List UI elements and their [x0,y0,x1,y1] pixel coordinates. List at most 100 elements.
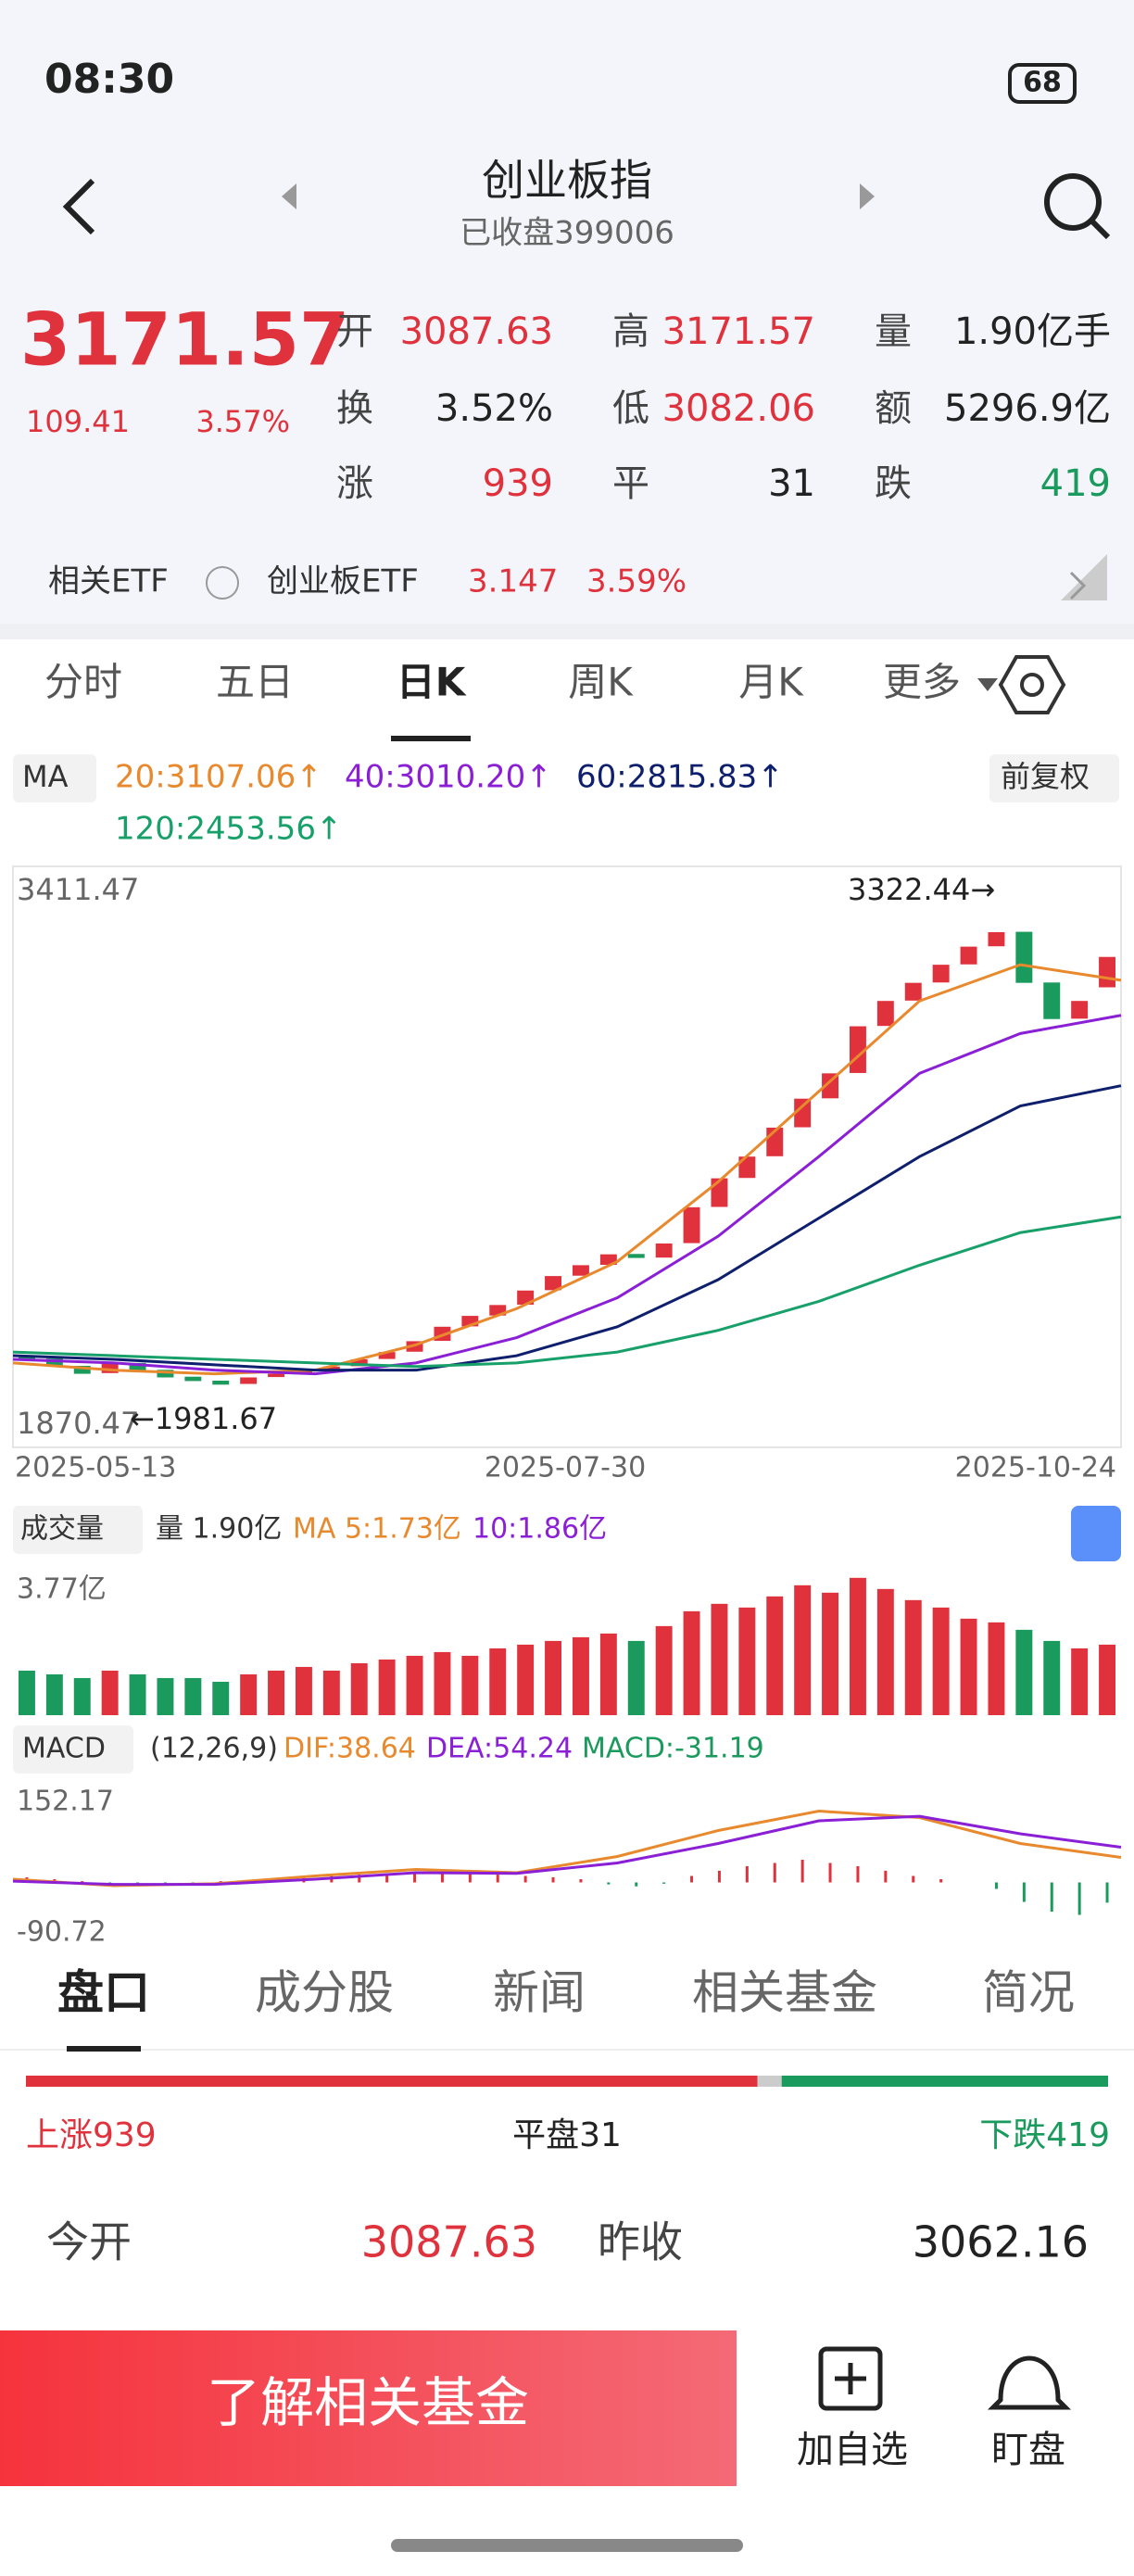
prev-index[interactable] [282,183,296,209]
next-index[interactable] [860,183,875,209]
date-label: 2025-10-24 [955,1452,1116,1484]
candle [988,931,1005,947]
candle [73,1365,91,1374]
candle [378,1352,396,1359]
bottom-tab[interactable]: 成分股 [255,1966,394,2020]
change: 109.41 [26,404,130,439]
candle [268,1373,285,1378]
adjust: 前复权 [1001,759,1090,794]
bottom-tab[interactable]: 相关基金 [692,1966,877,2020]
volume-bar [184,1677,202,1715]
time: 08:30 [44,56,174,103]
high-label: 3322.44→ [848,872,995,907]
settings[interactable] [998,655,1066,714]
candle [1015,931,1033,983]
volume-bar [45,1673,63,1715]
ma-line [12,1014,1122,1376]
candle [904,982,922,1001]
vol-select [13,1506,143,1554]
etf-pct: 3.59% [586,563,687,600]
candle [45,1358,63,1367]
candle [599,1254,617,1265]
volume-bar [18,1670,35,1715]
candle [822,1073,839,1099]
monitor-text[interactable]: 盯盘 [991,2429,1065,2471]
volume-bar [545,1640,562,1715]
cta-text[interactable]: 了解相关基金 [207,2371,529,2434]
stat-value: 31 [768,462,815,505]
vol-ma5: MA 5:1.73亿 [293,1513,461,1546]
stat-label: 跌 [875,462,912,505]
tab[interactable]: 周K [568,660,634,705]
watch-icon[interactable] [818,2346,883,2411]
volume-bar [101,1670,119,1715]
candle [738,1156,756,1179]
bottom-tab[interactable]: 盘口 [57,1966,150,2020]
volume-bar [988,1622,1005,1715]
volume-bar [129,1673,146,1715]
volume-bar [322,1670,340,1715]
chart-frame [12,865,1122,1448]
volume-bar [738,1607,756,1715]
volume-bar [822,1592,839,1715]
stat-label: 高 [612,310,649,353]
etf-name: 创业板ETF [267,563,419,600]
prev-value: 3062.16 [913,2217,1089,2267]
candle [322,1366,340,1370]
down-text: 下跌419 [979,2116,1110,2154]
adjust-select [989,754,1119,802]
ma-select [13,754,96,802]
candle [627,1254,645,1258]
tab[interactable]: 日K [397,660,467,705]
corner-mark [1061,554,1107,600]
search-button[interactable] [1044,173,1102,231]
subtitle: 已收盘399006 [460,215,674,252]
tab[interactable]: 月K [738,660,804,705]
etf-chevron[interactable] [1069,571,1087,600]
stat-value: 1.90亿手 [954,310,1111,353]
open-value: 3087.63 [361,2217,537,2267]
stat-label: 开 [336,310,373,353]
date-label: 2025-05-13 [15,1452,176,1484]
collapse-button[interactable] [1071,1506,1121,1561]
tab[interactable]: 五日 [216,660,294,705]
candle [545,1276,562,1291]
etf-label: 相关ETF [48,563,169,600]
tab[interactable]: 分时 [44,660,122,705]
cta-button[interactable] [0,2330,737,2486]
open-label: 今开 [46,2217,132,2267]
volume-bar [73,1677,91,1715]
back-button[interactable] [62,178,95,235]
vol-title: 成交量 [20,1513,104,1546]
volume-bar [876,1588,894,1715]
tab[interactable]: 更多 [883,660,961,705]
watch-text[interactable]: 加自选 [797,2429,908,2471]
candle [572,1265,589,1276]
monitor-icon[interactable] [987,2355,1072,2410]
change-pct: 3.57% [195,404,290,439]
candle [683,1206,700,1244]
vol-ma10: 10:1.86亿 [472,1513,607,1546]
candle [655,1243,673,1258]
divider [0,624,1134,639]
low-label: ←1981.67 [130,1401,277,1436]
volume-bar [572,1636,589,1715]
search-handle [1089,218,1111,240]
stat-value: 5296.9亿 [944,387,1111,430]
bottom-tab[interactable]: 新闻 [493,1966,586,2020]
volume-bar [1015,1629,1033,1715]
candle [101,1362,119,1373]
stat-label: 换 [336,387,373,430]
candle [212,1381,230,1385]
candle [350,1358,368,1367]
candle [960,946,977,965]
candle [240,1377,258,1384]
volume-bar [904,1599,922,1715]
bottom-tab[interactable]: 简况 [982,1966,1075,2020]
volume-bar [378,1659,396,1715]
dea-label: DEA:54.24 [426,1733,573,1765]
volume-bar [461,1655,479,1715]
volume-bar [157,1677,174,1715]
battery [1008,63,1077,104]
